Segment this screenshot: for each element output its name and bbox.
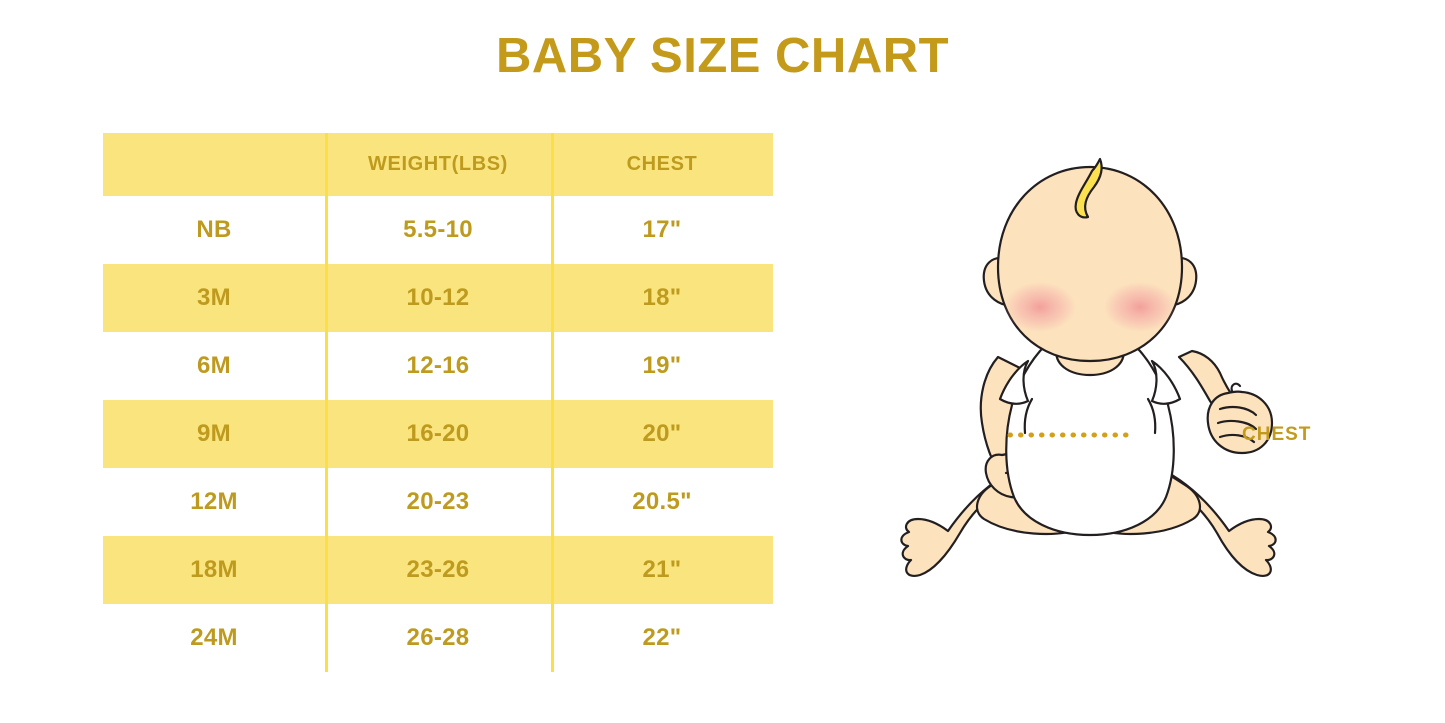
table-row: 9M 16-20 20": [103, 400, 773, 468]
cell-size: 6M: [197, 352, 231, 379]
cell-chest: 18": [642, 284, 682, 311]
column-header-chest: CHEST: [626, 153, 698, 175]
size-chart-table: WEIGHT(LBS) CHEST NB 5.5-10 17" 3M 10-12…: [103, 133, 773, 672]
cell-chest: 17": [642, 216, 682, 243]
table-header-row: WEIGHT(LBS) CHEST: [103, 133, 773, 196]
cell-chest: 22": [642, 624, 682, 651]
cell-size: 18M: [190, 556, 238, 583]
table-row: 12M 20-23 20.5": [103, 468, 773, 536]
column-divider-right: [551, 133, 554, 672]
baby-right-cheek-blush: [1104, 282, 1176, 332]
table-row: NB 5.5-10 17": [103, 196, 773, 264]
cell-weight: 26-28: [406, 624, 470, 651]
baby-head: [996, 165, 1184, 363]
baby-right-arm: [1177, 349, 1274, 455]
page-title: BABY SIZE CHART: [495, 29, 950, 83]
chest-label: CHEST: [1242, 424, 1312, 445]
table-row: 18M 23-26 21": [103, 536, 773, 604]
cell-weight: 20-23: [406, 488, 470, 515]
cell-chest: 20.5": [632, 488, 692, 515]
cell-size: 12M: [190, 488, 238, 515]
cell-weight: 5.5-10: [403, 216, 473, 243]
column-header-weight: WEIGHT(LBS): [368, 153, 508, 175]
cell-size: 9M: [197, 420, 231, 447]
table-row: 24M 26-28 22": [103, 604, 773, 672]
table-row: 3M 10-12 18": [103, 264, 773, 332]
cell-chest: 20": [642, 420, 682, 447]
cell-weight: 23-26: [406, 556, 470, 583]
cell-weight: 16-20: [406, 420, 470, 447]
table-row: 6M 12-16 19": [103, 332, 773, 400]
baby-hair-curl: [1074, 157, 1103, 219]
baby-left-cheek-blush: [1004, 282, 1076, 332]
cell-chest: 21": [642, 556, 682, 583]
column-divider-left: [325, 133, 328, 672]
cell-size: 24M: [190, 624, 238, 651]
cell-size: 3M: [197, 284, 231, 311]
cell-weight: 12-16: [406, 352, 470, 379]
cell-size: NB: [196, 216, 232, 243]
baby-illustration: [880, 155, 1300, 615]
cell-weight: 10-12: [406, 284, 470, 311]
cell-chest: 19": [642, 352, 682, 379]
